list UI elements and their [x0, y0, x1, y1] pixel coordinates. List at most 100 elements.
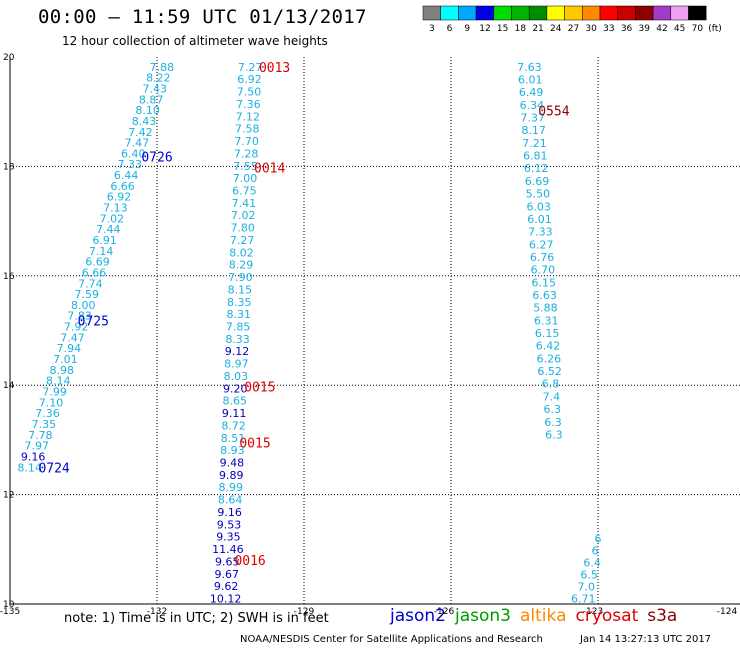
swh-value: 7.28: [234, 147, 259, 160]
swh-value: 6.31: [534, 314, 559, 327]
swh-value: 7.92: [64, 321, 89, 334]
swh-value: 9.89: [219, 469, 244, 482]
swh-value: 7.21: [522, 137, 547, 150]
swh-value: 8.17: [521, 124, 546, 137]
swh-value: 6.52: [537, 365, 562, 378]
swh-value: 6.26: [537, 352, 562, 365]
swh-value: 6.49: [519, 86, 544, 99]
y-tick-label: 18: [3, 162, 15, 172]
swh-value: 7.10: [39, 396, 64, 409]
legend-label: 21: [532, 24, 543, 34]
swh-value: 6.69: [85, 256, 110, 269]
swh-value: 7.27: [238, 61, 263, 74]
legend-label: 12: [479, 24, 490, 34]
swh-value: 7.74: [78, 277, 103, 290]
swh-value: 7.47: [60, 331, 85, 344]
swh-value: 6.42: [536, 340, 561, 353]
legend-swatch: [422, 5, 441, 21]
swh-value: 6.27: [529, 238, 554, 251]
swh-value: 9.62: [214, 580, 239, 593]
swh-value: 9.67: [214, 568, 239, 581]
satellite-legend: jason2 jason3 altika cryosat s3a: [390, 606, 686, 626]
x-tick-label: -129: [294, 607, 315, 617]
swh-value: 8.02: [229, 246, 254, 259]
swh-value: 6.92: [237, 73, 262, 86]
swh-value: 8.15: [228, 283, 253, 296]
y-tick-label: 14: [3, 381, 15, 391]
time-label: 0013: [259, 61, 290, 76]
swh-value: 7.80: [230, 222, 255, 235]
legend-swatch: [493, 5, 512, 21]
swh-value: 7.90: [228, 271, 253, 284]
time-label: 0724: [38, 461, 69, 476]
swh-value: 7.13: [103, 202, 128, 215]
swh-value: 7.37: [521, 112, 546, 125]
wave-height-marks: 7.888.227.438.878.108.437.427.476.407.33…: [17, 61, 601, 606]
legend-label: 39: [639, 24, 651, 34]
swh-value: 7.27: [230, 234, 255, 247]
swh-value: 8.14: [17, 461, 42, 474]
satellite-name-cryosat: cryosat: [575, 606, 639, 626]
axes: 10 12 14 16 18 20 -135 -132 -129 -126 -123 -124: [0, 53, 740, 617]
x-tick-label: -132: [147, 607, 167, 617]
swh-value: 6.70: [531, 264, 556, 277]
satellite-name-jason2: jason2: [390, 606, 446, 626]
swh-value: 6.76: [530, 251, 555, 264]
swh-value: 7.85: [226, 321, 251, 334]
swh-value: 6.81: [523, 150, 548, 163]
legend-swatch: [458, 5, 477, 21]
swh-value: 6.01: [518, 74, 543, 87]
legend-swatch: [528, 5, 548, 21]
grid-lines: [10, 57, 740, 604]
swh-value: 6.75: [232, 184, 257, 197]
swh-value: 7.41: [232, 197, 257, 210]
legend-label: 36: [621, 24, 633, 34]
legend-label: 30: [585, 24, 597, 34]
timestamp-text: Jan 14 13:27:13 UTC 2017: [580, 634, 712, 645]
legend-swatch: [440, 5, 459, 21]
swh-value: 8.64: [218, 494, 243, 507]
swh-value: 7.63: [517, 61, 542, 74]
swh-value: 7.70: [234, 135, 259, 148]
legend-label: 6: [447, 24, 453, 34]
swh-value: 7.12: [236, 110, 261, 123]
swh-value: 9.12: [225, 345, 250, 358]
swh-value: 9.65: [215, 555, 240, 568]
swh-value: 7.0: [577, 580, 595, 593]
swh-value: 8.22: [146, 72, 171, 85]
time-label: 0015: [244, 380, 275, 395]
legend-unit: (ft): [708, 24, 722, 34]
legend-label: 33: [603, 24, 614, 34]
footer-note: note: 1) Time is in UTC; 2) SWH is in fe…: [64, 611, 329, 626]
time-label: 0554: [538, 105, 569, 120]
time-label: 0726: [141, 151, 172, 166]
swh-value: 9.16: [217, 506, 242, 519]
swh-value: 8.03: [224, 370, 249, 383]
time-label: 0015: [239, 437, 270, 452]
swh-value: 7.44: [96, 223, 121, 236]
x-tick-label: -124: [717, 607, 738, 617]
swh-value: 7.33: [117, 158, 142, 171]
swh-value: 7.14: [89, 245, 114, 258]
legend-label: 45: [674, 24, 685, 34]
swh-value: 8.35: [227, 296, 252, 309]
legend-swatch: [670, 5, 689, 21]
legend-swatch: [688, 5, 707, 21]
x-tick-label: -135: [0, 607, 20, 617]
swh-value: 7.02: [100, 212, 125, 225]
swh-value: 7.02: [231, 209, 256, 222]
legend-swatch: [617, 5, 636, 21]
swh-value: 8.00: [71, 299, 96, 312]
chart-title: 00:00 – 11:59 UTC 01/13/2017: [38, 6, 367, 28]
legend-swatch: [635, 5, 654, 21]
swh-value: 8.93: [220, 444, 245, 457]
swh-value: 9.48: [220, 457, 245, 470]
satellite-name-jason3: jason3: [455, 606, 511, 626]
swh-value: 6.92: [107, 191, 132, 204]
swh-value: 7.58: [235, 123, 260, 136]
x-tick-label: -126: [434, 607, 455, 617]
swh-value: 7.4: [543, 390, 561, 403]
swh-value: 8.72: [221, 419, 246, 432]
swh-value: 6.4: [583, 556, 601, 569]
